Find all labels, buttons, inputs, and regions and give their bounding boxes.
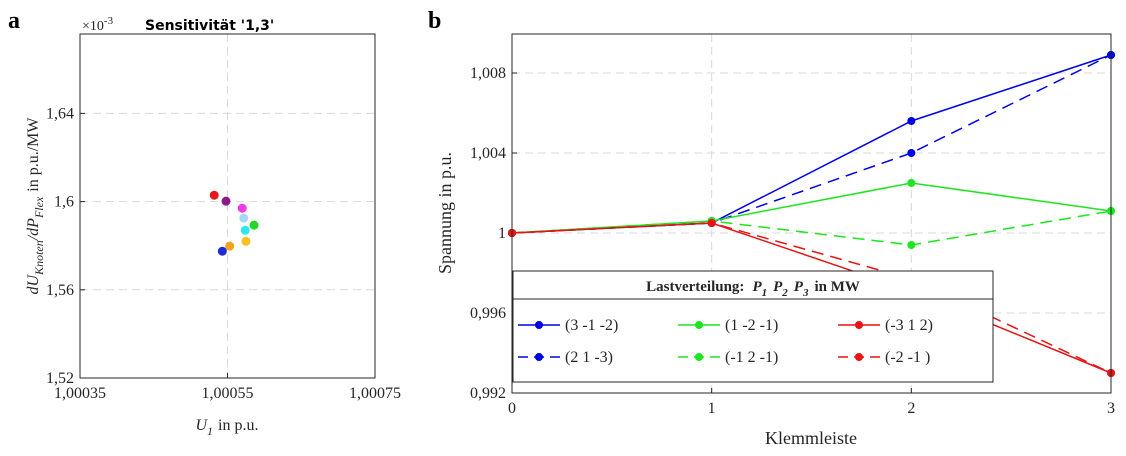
x-tick-label: 1,00055: [202, 385, 254, 402]
y-tick-label: 1,56: [46, 282, 74, 299]
point: [209, 190, 219, 200]
series-line: [511, 222, 1112, 374]
label-part: dU: [25, 274, 42, 295]
x-tick-label: 1,00075: [349, 385, 401, 402]
legend-title-part: P: [752, 279, 762, 295]
legend-title-part: 2: [781, 287, 788, 299]
legend-label: (-3 1 2): [885, 317, 933, 334]
legend-title-part: 1: [762, 287, 768, 299]
y-tick-label: 0,996: [470, 305, 506, 322]
label-part: 1: [207, 424, 213, 438]
x-tick-label: 0: [508, 400, 516, 417]
y-tick-label: 1,004: [470, 145, 506, 162]
legend-title-part: P: [773, 279, 783, 295]
legend-marker: [535, 321, 543, 329]
x-axis-label: U1 in p.u.: [195, 417, 258, 438]
y-tick-label: 0,992: [470, 385, 506, 402]
point: [241, 236, 251, 246]
legend-marker: [695, 353, 703, 361]
y-axis-label: dUKnoten/dPFlex in p.u./MW: [25, 117, 46, 295]
legend-marker: [535, 353, 543, 361]
x-tick-label: 1: [708, 400, 716, 417]
legend: Lastverteilung: P1 P2 P3 in MW(3 -1 -2)(2 1 …: [512, 270, 994, 383]
point: [249, 220, 259, 230]
legend-marker: [855, 353, 863, 361]
y-tick-label: 1: [498, 225, 506, 242]
legend-title: Lastverteilung: P1 P2 P3 in MW: [646, 279, 860, 299]
label-part: in p.u./MW: [25, 117, 42, 192]
legend-box: [512, 270, 994, 383]
legend-label: (1 -2 -1): [725, 317, 778, 334]
y-tick-label: 1,6: [54, 194, 74, 211]
y-axis-label: Spannung in p.u.: [435, 152, 455, 274]
y-tick-label: 1,52: [46, 370, 74, 387]
panel-label: b: [428, 8, 441, 34]
legend-marker: [855, 321, 863, 329]
label-part: /dP: [25, 218, 42, 241]
axes-frame: [79, 33, 376, 379]
legend-title-part: Lastverteilung:: [646, 279, 744, 295]
axis-multiplier: ×10-3: [82, 15, 114, 34]
series-line: [511, 210, 1112, 246]
point: [239, 213, 249, 223]
chart-title: Sensitivität '1,3': [145, 18, 274, 34]
multiplier-exp: -3: [104, 15, 114, 27]
x-tick-label: 2: [907, 400, 915, 417]
legend-marker: [695, 321, 703, 329]
label-part: Flex: [32, 196, 46, 219]
point: [907, 117, 916, 125]
point: [907, 241, 916, 249]
x-tick-label: 1,00035: [54, 385, 106, 402]
legend-label: (3 -1 -2): [565, 317, 618, 334]
point: [707, 219, 716, 227]
x-tick-label: 3: [1107, 400, 1115, 417]
point: [237, 203, 247, 213]
point: [225, 241, 235, 251]
legend-label: (2 1 -3): [565, 349, 613, 366]
y-tick-label: 1,64: [46, 105, 74, 122]
x-axis-label: Klemmleiste: [765, 428, 857, 448]
point: [907, 149, 916, 157]
label-part: Knoten: [32, 240, 46, 276]
y-tick-label: 1,008: [470, 65, 506, 82]
legend-title-part: P: [794, 279, 804, 295]
multiplier: ×10: [82, 19, 104, 34]
axes-frame: [511, 33, 1112, 394]
point: [221, 196, 231, 206]
label-part: U: [195, 417, 208, 434]
point: [240, 225, 250, 235]
label-part: in p.u.: [218, 417, 258, 434]
legend-label: (-1 2 -1): [725, 349, 778, 366]
legend-title-part: 3: [802, 287, 809, 299]
legend-label: (-2 -1 ): [885, 349, 930, 366]
point: [217, 246, 227, 256]
legend-title-part: in MW: [814, 279, 859, 295]
panel-label: a: [8, 8, 20, 34]
point: [907, 179, 916, 187]
